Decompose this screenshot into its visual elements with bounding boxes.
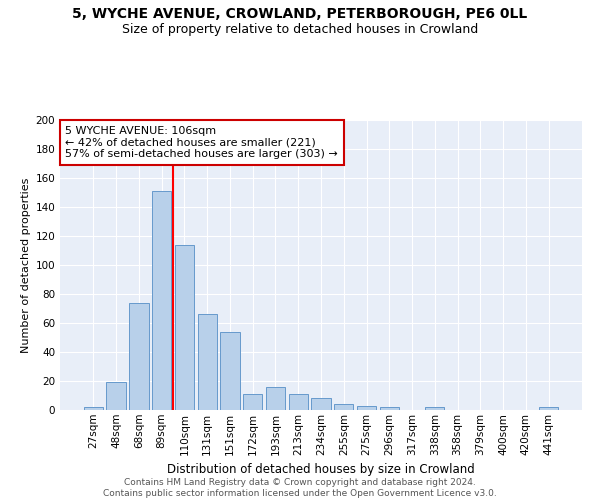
Text: Contains HM Land Registry data © Crown copyright and database right 2024.
Contai: Contains HM Land Registry data © Crown c… [103,478,497,498]
Bar [334,404,353,410]
Bar [425,407,445,410]
Bar [289,394,308,410]
Bar [197,314,217,410]
X-axis label: Distribution of detached houses by size in Crowland: Distribution of detached houses by size … [167,463,475,476]
Bar [266,387,285,410]
Bar [539,407,558,410]
Bar [311,398,331,410]
Bar [152,191,172,410]
Bar [175,244,194,410]
Bar [129,302,149,410]
Y-axis label: Number of detached properties: Number of detached properties [21,178,31,352]
Bar [106,382,126,410]
Bar [84,407,103,410]
Text: 5 WYCHE AVENUE: 106sqm
← 42% of detached houses are smaller (221)
57% of semi-de: 5 WYCHE AVENUE: 106sqm ← 42% of detached… [65,126,338,159]
Bar [220,332,239,410]
Text: 5, WYCHE AVENUE, CROWLAND, PETERBOROUGH, PE6 0LL: 5, WYCHE AVENUE, CROWLAND, PETERBOROUGH,… [73,8,527,22]
Bar [357,406,376,410]
Bar [243,394,262,410]
Text: Size of property relative to detached houses in Crowland: Size of property relative to detached ho… [122,22,478,36]
Bar [380,407,399,410]
